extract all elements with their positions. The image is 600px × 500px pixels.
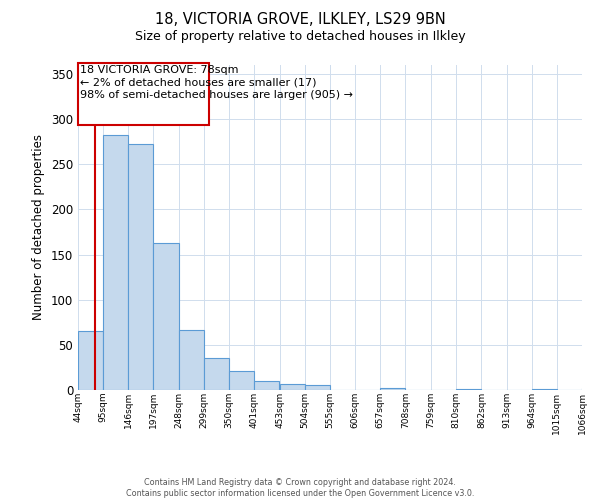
Bar xyxy=(280,384,305,390)
Bar xyxy=(154,243,179,390)
Bar xyxy=(456,389,481,390)
Bar xyxy=(128,144,154,390)
Y-axis label: Number of detached properties: Number of detached properties xyxy=(32,134,46,320)
Bar xyxy=(532,389,557,390)
Text: Contains HM Land Registry data © Crown copyright and database right 2024.: Contains HM Land Registry data © Crown c… xyxy=(144,478,456,487)
Text: ← 2% of detached houses are smaller (17): ← 2% of detached houses are smaller (17) xyxy=(80,78,317,88)
Text: Size of property relative to detached houses in Ilkley: Size of property relative to detached ho… xyxy=(134,30,466,43)
Bar xyxy=(229,371,254,390)
Bar xyxy=(380,388,406,390)
Bar xyxy=(179,330,204,390)
Bar xyxy=(78,332,103,390)
Bar xyxy=(204,358,229,390)
Text: Contains public sector information licensed under the Open Government Licence v3: Contains public sector information licen… xyxy=(126,488,474,498)
Bar xyxy=(103,136,128,390)
Text: 98% of semi-detached houses are larger (905) →: 98% of semi-detached houses are larger (… xyxy=(80,90,353,101)
Text: 18 VICTORIA GROVE: 78sqm: 18 VICTORIA GROVE: 78sqm xyxy=(80,65,239,75)
FancyBboxPatch shape xyxy=(78,63,209,126)
Text: 18, VICTORIA GROVE, ILKLEY, LS29 9BN: 18, VICTORIA GROVE, ILKLEY, LS29 9BN xyxy=(155,12,445,28)
Bar xyxy=(254,381,279,390)
Bar xyxy=(582,388,600,390)
Bar xyxy=(305,386,330,390)
